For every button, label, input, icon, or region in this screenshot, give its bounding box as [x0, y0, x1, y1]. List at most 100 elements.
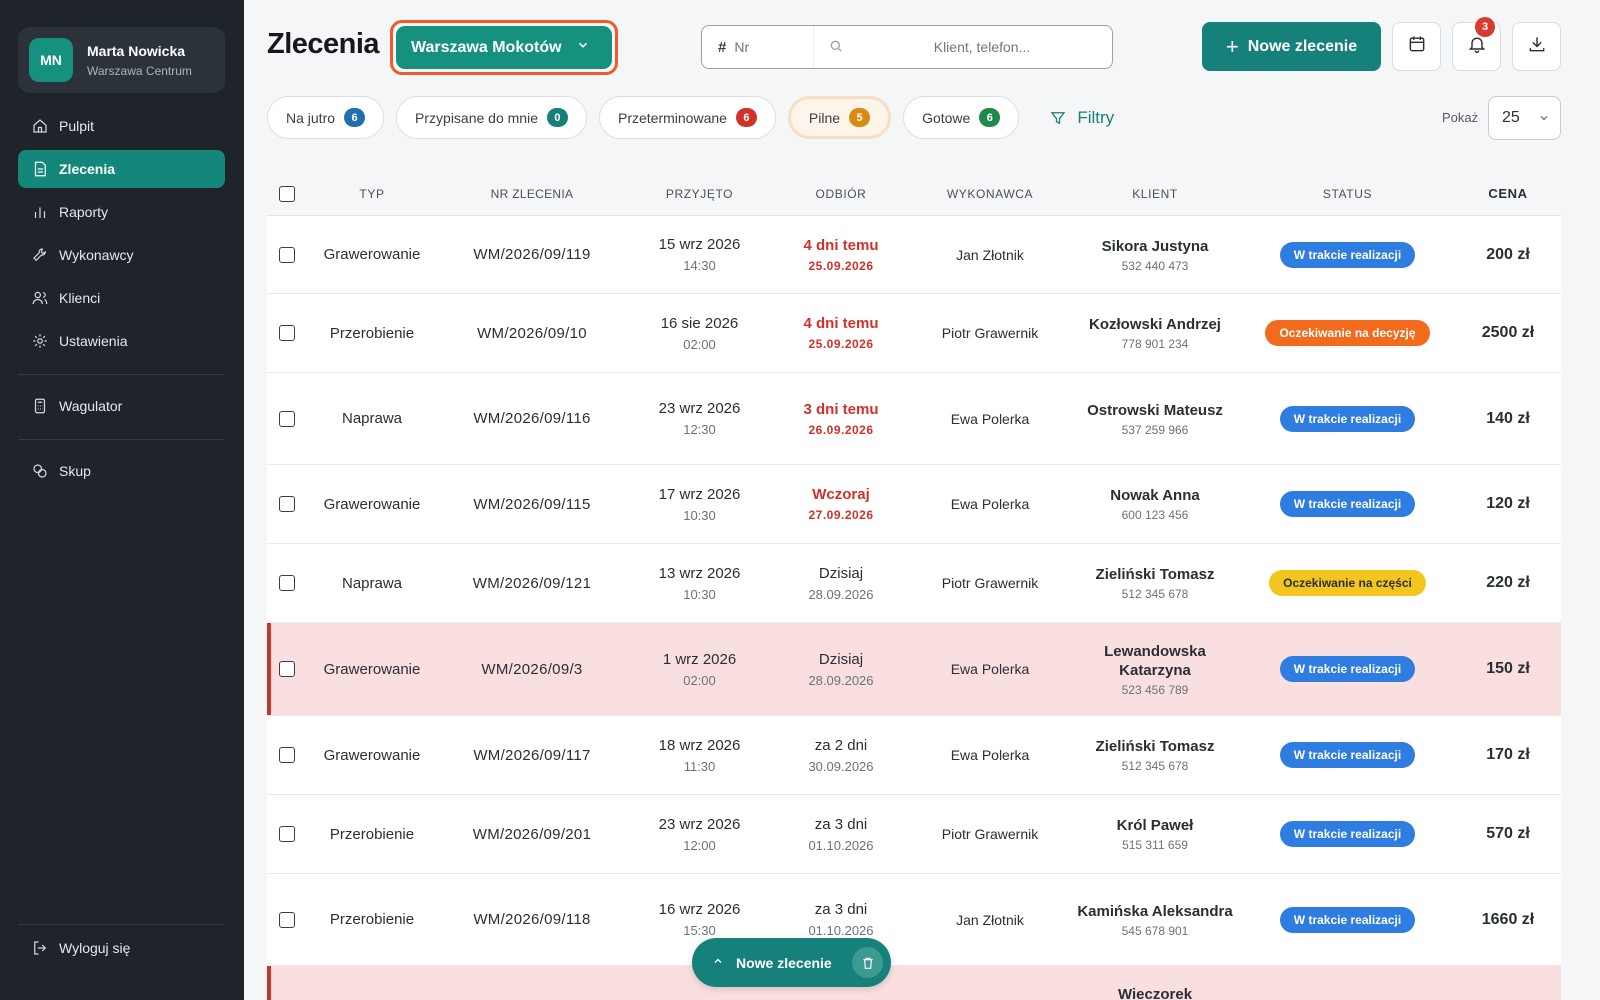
- row-checkbox[interactable]: [279, 496, 295, 512]
- column-header-status[interactable]: STATUS: [1322, 186, 1373, 201]
- table-row[interactable]: Grawerowanie WM/2026/09/115 17 wrz 2026 10:…: [267, 465, 1561, 544]
- table-row[interactable]: Grawerowanie WM/2026/09/119 15 wrz 2026 14:…: [267, 216, 1561, 294]
- status-badge: Oczekiwanie na decyzję: [1265, 320, 1430, 346]
- client-name[interactable]: Król Paweł: [1116, 817, 1194, 834]
- sidebar-item-label: Klienci: [59, 290, 101, 306]
- client-name[interactable]: Ostrowski Mateusz: [1087, 401, 1223, 419]
- table-row[interactable]: Naprawa WM/2026/09/116 23 wrz 2026 12:30 3 d…: [267, 373, 1561, 465]
- filter-chip[interactable]: Na jutro 6: [267, 96, 385, 139]
- calendar-button[interactable]: [1392, 22, 1441, 71]
- table-row[interactable]: Grawerowanie WM/2026/09/117 18 wrz 2026 11:…: [267, 716, 1561, 795]
- executor: Piotr Grawernik: [941, 325, 1039, 341]
- row-checkbox[interactable]: [279, 325, 295, 341]
- filters-button[interactable]: Filtry: [1049, 108, 1114, 128]
- table-row[interactable]: Grawerowanie WM/2026/09/3 1 wrz 2026 02:00 D…: [267, 623, 1561, 716]
- sidebar-item-zlecenia[interactable]: Zlecenia: [18, 150, 225, 188]
- row-checkbox[interactable]: [279, 911, 295, 928]
- filter-chip[interactable]: Przypisane do mnie 0: [396, 96, 587, 139]
- sidebar-item-raporty[interactable]: Raporty: [18, 193, 225, 231]
- status-badge: W trakcie realizacji: [1279, 906, 1416, 933]
- notifications-button[interactable]: 3: [1452, 17, 1501, 71]
- pickup-relative: 3 dni temu: [803, 400, 879, 418]
- client-name[interactable]: Nowak Anna: [1110, 487, 1200, 504]
- table-row[interactable]: Przerobienie WM/2026/09/10 16 sie 2026 02:0…: [267, 294, 1561, 373]
- order-number[interactable]: WM/2026/09/10: [477, 324, 587, 342]
- sidebar: MN Marta Nowicka Warszawa Centrum Pulpit…: [0, 0, 244, 1000]
- executor: Piotr Grawernik: [941, 575, 1039, 591]
- client-name[interactable]: Kamińska Aleksandra: [1077, 902, 1233, 920]
- branch-select[interactable]: Warszawa Mokotów: [390, 20, 618, 75]
- order-number[interactable]: WM/2026/09/201: [472, 825, 592, 843]
- table-row[interactable]: Przerobienie WM/2026/09/201 23 wrz 2026 12:…: [267, 795, 1561, 874]
- order-price: 1660 zł: [1481, 910, 1535, 928]
- client-name[interactable]: Lewandowska Katarzyna: [1104, 642, 1206, 679]
- document-icon: [31, 160, 49, 178]
- client-search-input[interactable]: [862, 39, 1102, 55]
- download-button[interactable]: [1512, 22, 1561, 71]
- row-checkbox[interactable]: [279, 575, 295, 591]
- logout-button[interactable]: Wyloguj się: [18, 924, 225, 957]
- column-header-client[interactable]: KLIENT: [1132, 186, 1178, 201]
- sidebar-item-wykonawcy[interactable]: Wykonawcy: [18, 236, 225, 274]
- trash-button[interactable]: [852, 947, 883, 978]
- order-number[interactable]: WM/2026/09/117: [473, 746, 591, 764]
- sidebar-item-klienci[interactable]: Klienci: [18, 279, 225, 317]
- sidebar-item-wagulator[interactable]: Wagulator: [18, 387, 225, 425]
- row-checkbox[interactable]: [279, 747, 295, 763]
- table-row[interactable]: Naprawa WM/2026/09/121 13 wrz 2026 10:30 Dzi…: [267, 544, 1561, 623]
- new-order-button[interactable]: + Nowe zlecenie: [1202, 22, 1381, 71]
- table-row[interactable]: Przerobienie WM/2026/09/118 16 wrz 2026 15:…: [267, 874, 1561, 966]
- status-badge: W trakcie realizacji: [1279, 491, 1416, 517]
- user-branch: Warszawa Centrum: [87, 63, 192, 78]
- row-checkbox[interactable]: [279, 246, 295, 263]
- order-number[interactable]: WM/2026/09/115: [473, 495, 591, 513]
- client-name[interactable]: Wieczorek: [1117, 985, 1193, 1000]
- column-header-price[interactable]: CENA: [1488, 186, 1528, 201]
- sidebar-item-pulpit[interactable]: Pulpit: [18, 107, 225, 145]
- client-phone: 515 311 659: [1122, 838, 1188, 852]
- filter-chip-label: Przeterminowane: [617, 109, 727, 126]
- column-header-nr[interactable]: NR ZLECENIA: [490, 186, 574, 201]
- column-header-pickup[interactable]: ODBIÓR: [815, 186, 867, 201]
- executor: Jan Złotnik: [956, 911, 1024, 928]
- bell-icon: [1467, 34, 1487, 59]
- sidebar-item-skup[interactable]: Skup: [18, 452, 225, 490]
- column-header-type[interactable]: TYP: [359, 186, 385, 201]
- table-row[interactable]: Wieczorek: [267, 966, 1561, 1000]
- client-name[interactable]: Zieliński Tomasz: [1095, 566, 1215, 583]
- user-card[interactable]: MN Marta Nowicka Warszawa Centrum: [18, 27, 225, 93]
- row-checkbox[interactable]: [279, 410, 295, 427]
- client-name[interactable]: Sikora Justyna: [1101, 237, 1209, 255]
- order-price: 170 zł: [1486, 746, 1530, 763]
- trash-icon: [862, 957, 873, 969]
- floating-new-order-button[interactable]: Nowe zlecenie: [692, 938, 891, 987]
- client-name[interactable]: Kozłowski Andrzej: [1089, 316, 1221, 333]
- client-name[interactable]: Zieliński Tomasz: [1095, 738, 1215, 755]
- order-number[interactable]: WM/2026/09/119: [473, 246, 591, 263]
- row-checkbox[interactable]: [279, 826, 295, 842]
- download-icon: [1527, 34, 1547, 59]
- wrench-icon: [31, 246, 49, 264]
- page-size-select[interactable]: 25: [1488, 96, 1561, 140]
- filter-chip-count: 0: [546, 108, 568, 127]
- filter-chip[interactable]: Przeterminowane 6: [598, 96, 776, 139]
- received-time: 14:30: [683, 258, 716, 273]
- order-number[interactable]: WM/2026/09/121: [472, 574, 592, 592]
- row-checkbox[interactable]: [279, 661, 295, 677]
- order-number-input[interactable]: [734, 39, 805, 55]
- order-number[interactable]: WM/2026/09/3: [481, 660, 583, 678]
- select-all-checkbox[interactable]: [279, 185, 295, 202]
- pickup-relative: Dzisiaj: [818, 650, 864, 668]
- order-type: Przerobienie: [329, 825, 415, 843]
- order-number[interactable]: WM/2026/09/116: [473, 410, 591, 427]
- filter-chip[interactable]: Gotowe 6: [903, 96, 1020, 139]
- filter-chip[interactable]: Pilne 5: [787, 96, 892, 139]
- column-header-executor[interactable]: WYKONAWCA: [946, 186, 1034, 201]
- pickup-date: 25.09.2026: [808, 258, 874, 273]
- order-number[interactable]: WM/2026/09/118: [473, 911, 591, 928]
- pickup-date: 30.09.2026: [808, 758, 874, 774]
- status-badge: W trakcie realizacji: [1279, 656, 1416, 682]
- order-price: 200 zł: [1486, 245, 1530, 263]
- sidebar-item-ustawienia[interactable]: Ustawienia: [18, 322, 225, 360]
- column-header-received[interactable]: PRZYJĘTO: [665, 186, 734, 201]
